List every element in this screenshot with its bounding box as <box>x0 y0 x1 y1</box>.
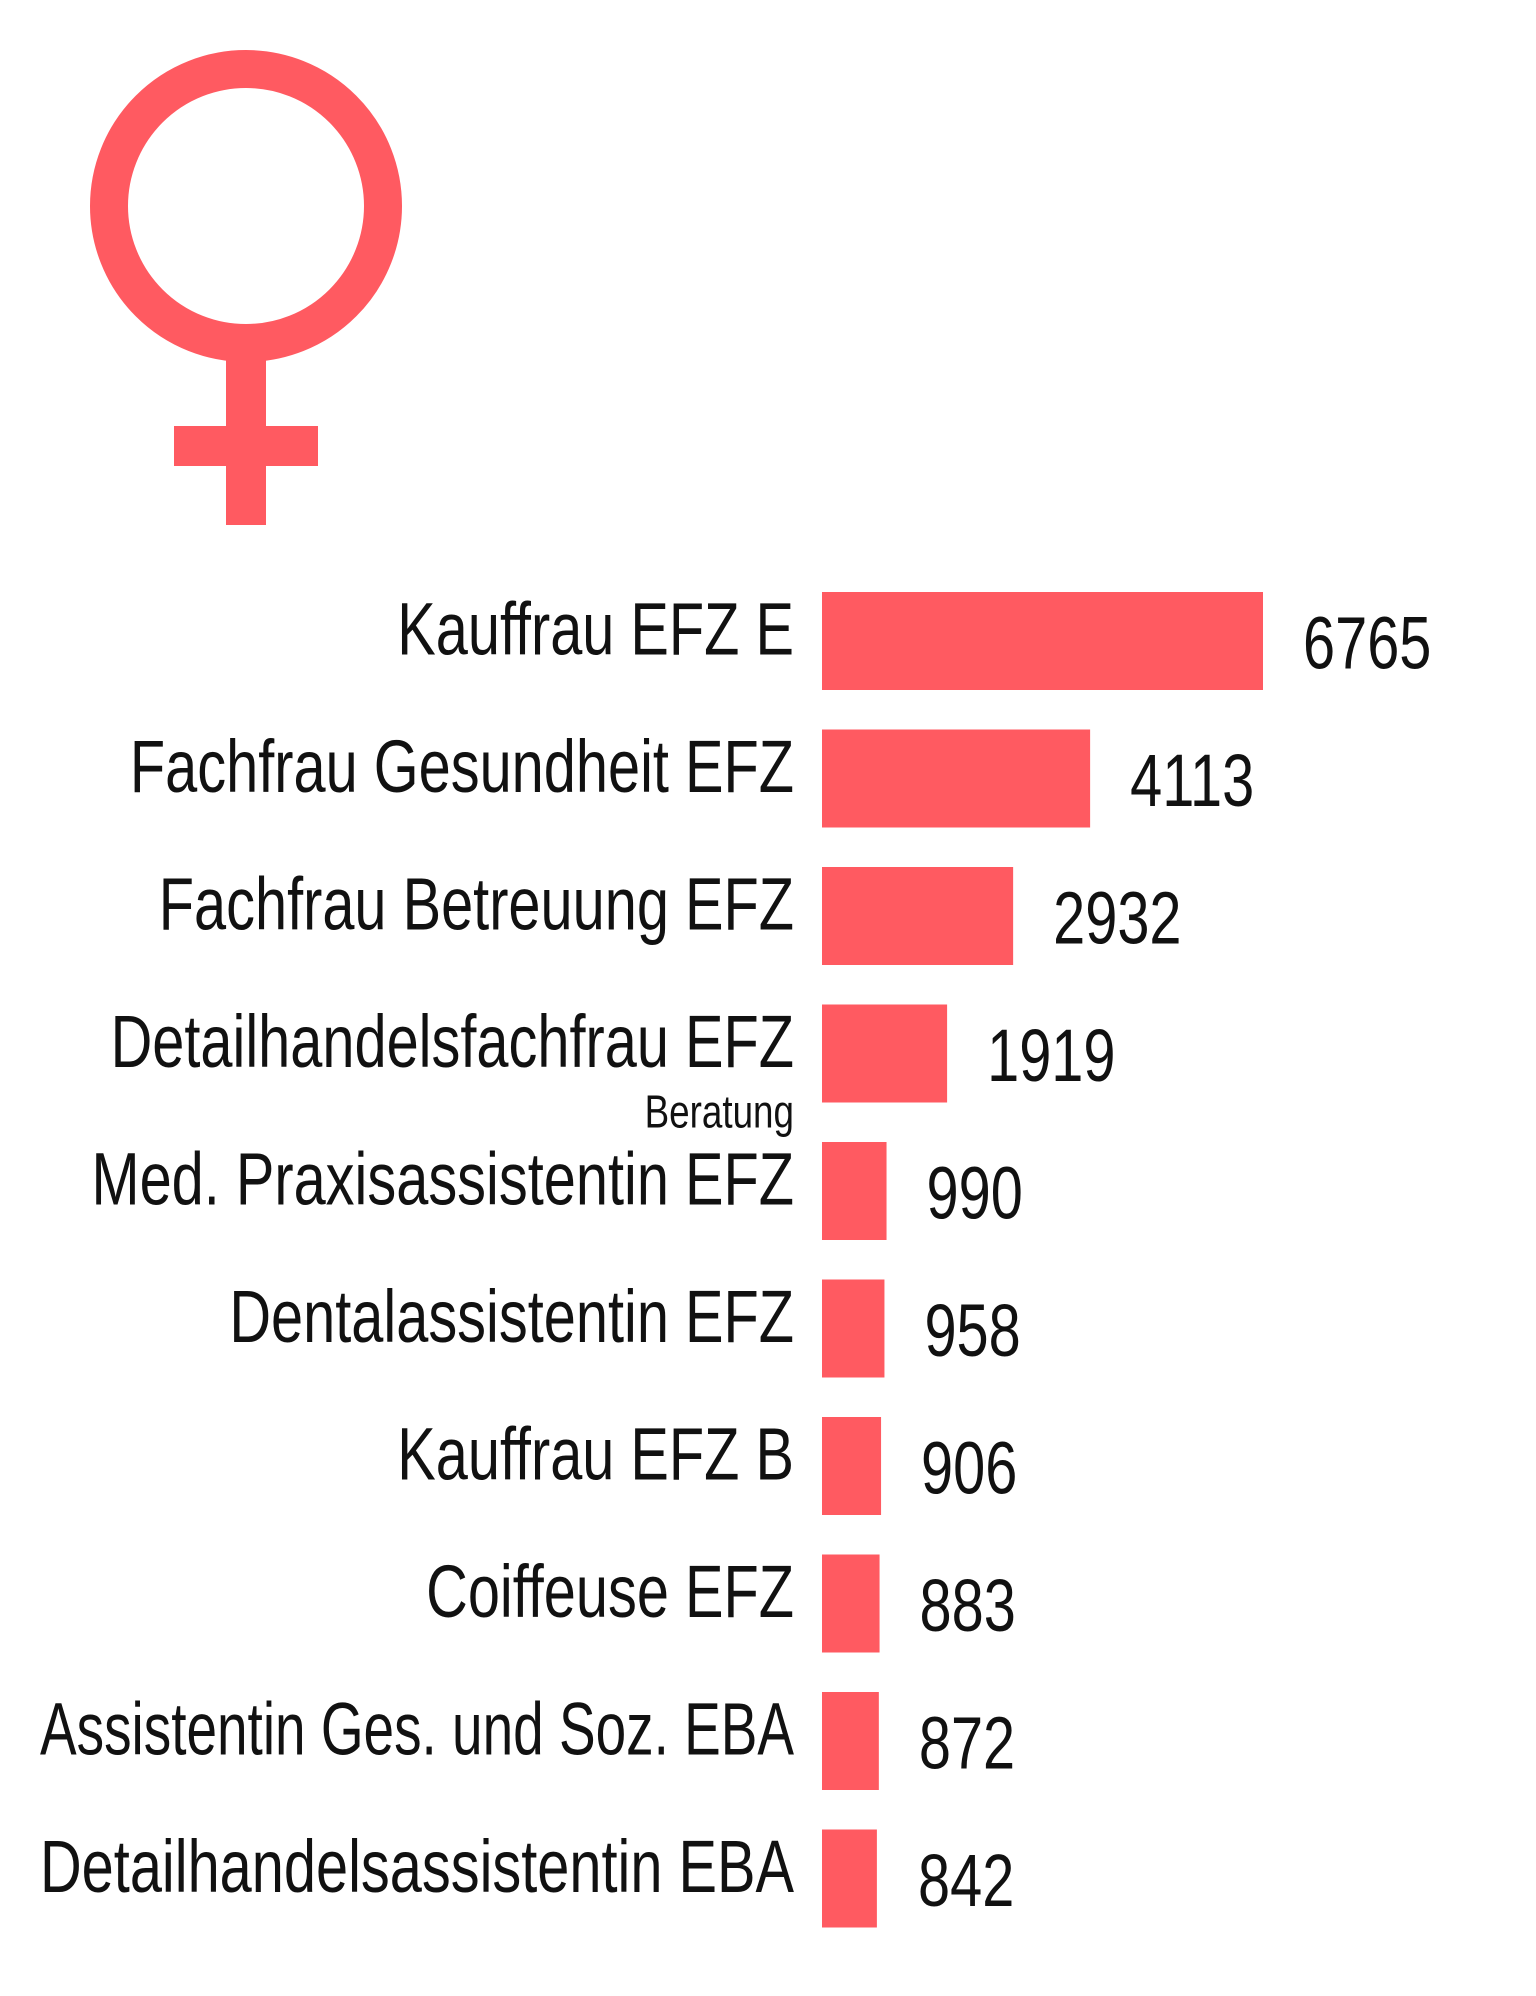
category-label: Dentalassistentin EFZ <box>229 1275 794 1358</box>
value-label: 4113 <box>1130 739 1254 822</box>
value-label: 906 <box>921 1427 1017 1510</box>
value-labels-layer: 6765 4113 2932 1919 990 958 906 883 872 842 <box>918 602 1431 1923</box>
bar <box>822 1829 877 1928</box>
category-label: Fachfrau Betreuung EFZ <box>159 863 794 946</box>
category-label: Fachfrau Gesundheit EFZ <box>130 725 794 808</box>
female-symbol-icon <box>90 50 402 525</box>
bar <box>822 1279 885 1378</box>
bar <box>822 1004 948 1103</box>
category-label: Detailhandelsfachfrau EFZ <box>111 1000 794 1083</box>
value-label: 990 <box>927 1152 1023 1235</box>
category-label: Kauffrau EFZ E <box>397 588 794 671</box>
value-label: 2932 <box>1053 877 1181 960</box>
bar <box>822 1142 887 1240</box>
bar <box>822 592 1263 690</box>
bar <box>822 1554 880 1653</box>
category-sublabel: Beratung <box>645 1086 794 1138</box>
value-label: 883 <box>920 1564 1016 1647</box>
bar <box>822 867 1014 965</box>
value-label: 872 <box>919 1702 1015 1785</box>
value-label: 6765 <box>1303 602 1431 685</box>
value-label: 958 <box>924 1289 1020 1372</box>
bar <box>822 729 1091 828</box>
category-label: Med. Praxisassistentin EFZ <box>92 1138 794 1221</box>
value-label: 1919 <box>987 1014 1115 1097</box>
bar <box>822 1692 879 1790</box>
value-label: 842 <box>918 1839 1014 1922</box>
bars-layer <box>822 592 1263 1928</box>
category-label: Assistentin Ges. und Soz. EBA <box>40 1688 794 1771</box>
bar <box>822 1417 882 1515</box>
category-label: Kauffrau EFZ B <box>397 1413 794 1496</box>
category-label: Coiffeuse EFZ <box>426 1550 794 1633</box>
category-label: Detailhandelsassistentin EBA <box>40 1825 794 1908</box>
category-labels-layer: Kauffrau EFZ E Fachfrau Gesundheit EFZ Fac… <box>40 588 794 1909</box>
